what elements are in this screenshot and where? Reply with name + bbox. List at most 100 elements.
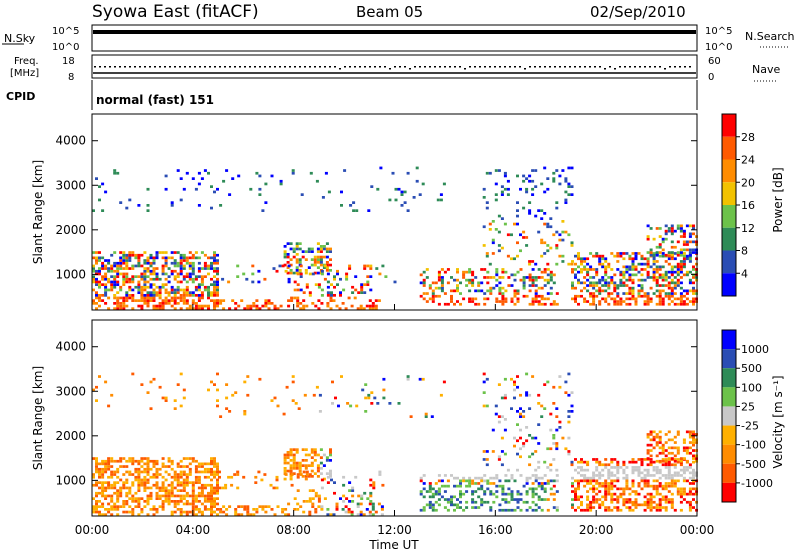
- echo-cell: [173, 486, 177, 490]
- echo-cell: [676, 302, 680, 306]
- echo-cell: [101, 473, 105, 476]
- echo-cell: [246, 513, 250, 516]
- echo-cell: [513, 273, 517, 277]
- echo-cell: [670, 240, 674, 244]
- freq-sample: [254, 66, 256, 68]
- echo-cell: [329, 453, 332, 457]
- echo-cell: [685, 466, 689, 469]
- echo-cell: [601, 278, 605, 282]
- echo-cell: [643, 300, 647, 303]
- echo-cell: [625, 487, 629, 491]
- echo-cell: [570, 262, 574, 266]
- echo-cell: [516, 254, 519, 258]
- echo-cell: [131, 372, 135, 376]
- echo-cell: [486, 270, 490, 274]
- echo-cell: [173, 259, 177, 262]
- echo-cell: [628, 302, 632, 306]
- echo-cell: [326, 280, 330, 284]
- echo-cell: [453, 503, 456, 507]
- echo-cell: [197, 182, 201, 186]
- echo-cell: [167, 494, 171, 498]
- echo-cell: [531, 300, 535, 303]
- echo-cell: [149, 264, 153, 268]
- echo-cell: [213, 253, 216, 257]
- echo-cell: [164, 256, 168, 260]
- echo-cell: [143, 483, 147, 487]
- echo-cell: [155, 486, 159, 490]
- echo-cell: [98, 251, 101, 254]
- echo-cell: [332, 513, 336, 516]
- echo-cell: [369, 478, 373, 482]
- echo-cell: [251, 280, 255, 284]
- echo-cell: [649, 253, 653, 257]
- echo-cell: [273, 513, 277, 516]
- echo-cell: [519, 278, 523, 282]
- echo-cell: [227, 475, 231, 479]
- echo-cell: [95, 385, 98, 389]
- echo-cell: [95, 296, 98, 300]
- echo-cell: [610, 482, 614, 485]
- echo-cell: [182, 465, 186, 468]
- echo-cell: [667, 286, 671, 290]
- echo-cell: [210, 491, 213, 495]
- colorbar-tick-label: 12: [741, 222, 755, 235]
- echo-cell: [203, 288, 207, 292]
- echo-cell: [692, 438, 695, 442]
- echo-cell: [670, 268, 674, 271]
- echo-cell: [116, 291, 120, 294]
- echo-cell: [655, 490, 659, 493]
- echo-cell: [314, 494, 318, 498]
- echo-cell: [104, 302, 108, 305]
- echo-cell: [670, 253, 674, 257]
- echo-cell: [673, 229, 677, 233]
- echo-cell: [531, 495, 535, 499]
- echo-cell: [652, 468, 656, 472]
- echo-cell: [670, 281, 674, 285]
- echo-cell: [188, 481, 192, 484]
- echo-cell: [257, 280, 261, 284]
- echo-cell: [333, 294, 336, 297]
- echo-cell: [143, 280, 147, 284]
- echo-cell: [164, 251, 168, 254]
- echo-cell: [519, 393, 522, 397]
- echo-cell: [191, 489, 195, 492]
- echo-cell: [216, 473, 219, 476]
- echo-cell: [216, 288, 219, 292]
- echo-cell: [119, 272, 123, 276]
- echo-cell: [113, 169, 117, 172]
- echo-cell: [122, 256, 126, 260]
- echo-cell: [640, 257, 644, 261]
- echo-cell: [622, 281, 626, 285]
- echo-cell: [434, 294, 438, 298]
- echo-cell: [367, 393, 371, 397]
- echo-cell: [583, 286, 587, 290]
- echo-cell: [329, 307, 333, 310]
- echo-cell: [143, 275, 147, 278]
- echo-cell: [685, 492, 689, 496]
- echo-cell: [655, 487, 659, 491]
- echo-cell: [494, 404, 498, 408]
- echo-cell: [149, 494, 153, 498]
- echo-cell: [213, 299, 216, 302]
- echo-cell: [146, 465, 150, 468]
- echo-cell: [643, 503, 647, 507]
- echo-cell: [613, 297, 617, 301]
- echo-cell: [676, 460, 680, 464]
- echo-cell: [225, 508, 229, 511]
- echo-cell: [546, 273, 550, 277]
- echo-cell: [631, 490, 635, 493]
- echo-cell: [604, 508, 608, 512]
- echo-cell: [664, 482, 668, 485]
- echo-cell: [104, 494, 108, 498]
- echo-cell: [525, 479, 529, 483]
- echo-cell: [116, 481, 120, 484]
- echo-cell: [655, 484, 659, 488]
- echo-cell: [486, 281, 490, 285]
- colorbar-tick-label: 100: [741, 381, 762, 394]
- echo-cell: [498, 479, 502, 483]
- echo-cell: [503, 174, 507, 178]
- echo-cell: [685, 273, 689, 277]
- echo-cell: [283, 461, 287, 465]
- echo-cell: [155, 497, 159, 500]
- echo-cell: [540, 297, 544, 301]
